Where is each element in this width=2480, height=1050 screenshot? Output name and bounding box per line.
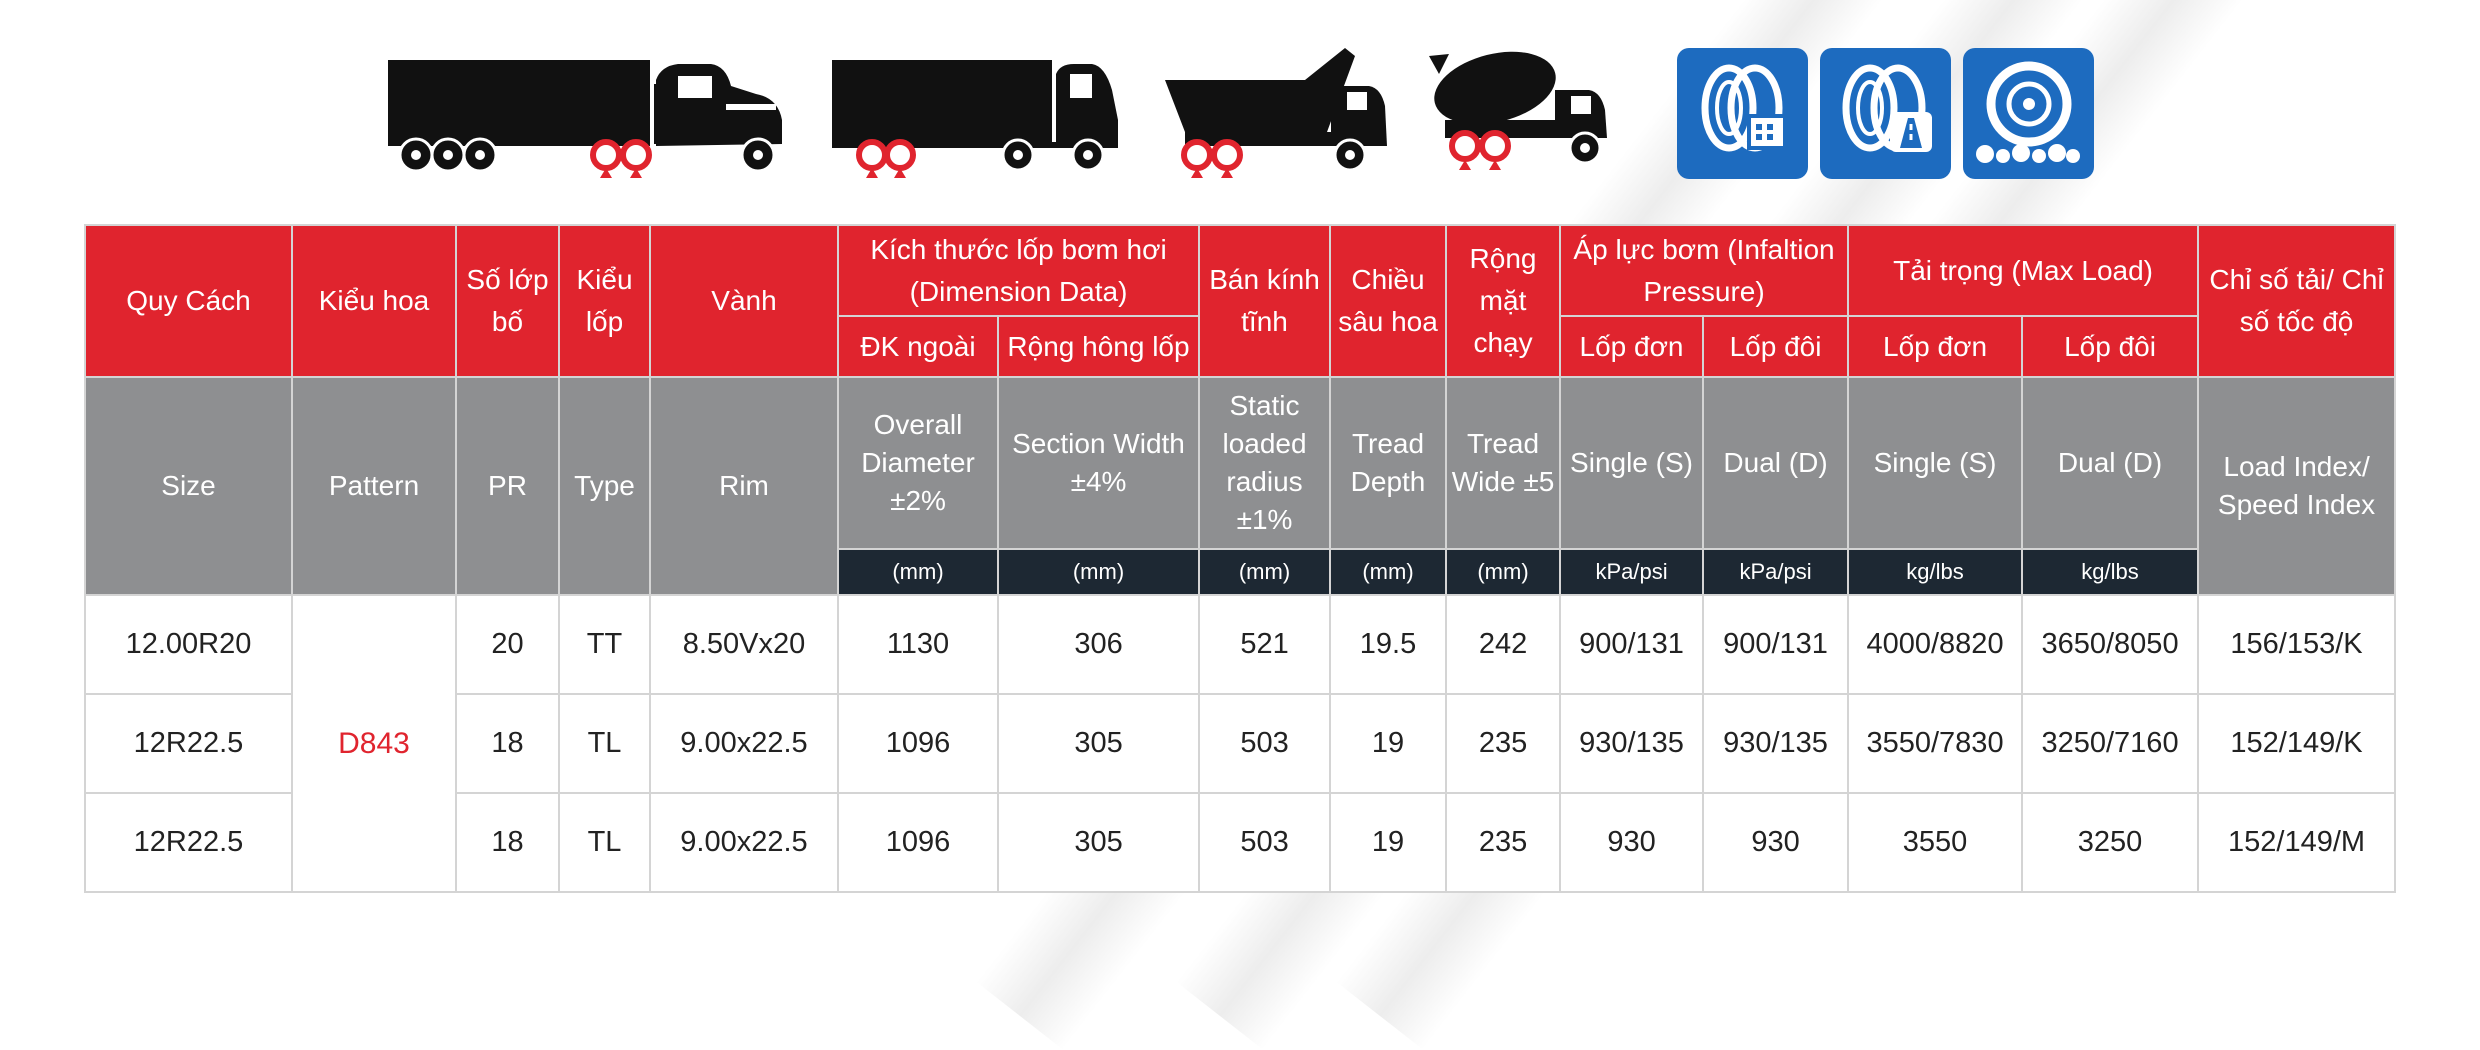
header-vn-load-single: Lốp đơn (1847, 315, 2024, 378)
header-en-type: Type (558, 376, 651, 596)
box-truck-icon (832, 60, 1118, 178)
cell-overall-diameter: 1130 (837, 594, 999, 695)
header-en-overall-diameter: Overall Diameter ±2% (837, 376, 999, 550)
cell-static-radius: 521 (1198, 594, 1332, 695)
header-vn-dimension: Kích thước lốp bơm hơi (Dimension Data) (836, 223, 1201, 318)
cell-type: TL (558, 792, 651, 893)
cell-pr: 18 (455, 693, 560, 794)
dump-truck-icon (1165, 48, 1387, 178)
header-vn-pressure: Áp lực bơm (Infaltion Pressure) (1559, 223, 1850, 318)
header-vn-size: Quy Cách (84, 224, 293, 378)
concrete-mixer-truck-icon (1429, 51, 1607, 170)
header-vn-section-width: Rộng hông lốp (996, 315, 1201, 378)
table-row: 12R22.5 18 TL 9.00x22.5 1096 305 503 19 … (84, 693, 2397, 794)
cell-tread-depth: 19 (1329, 693, 1448, 794)
header-vn-pr: Số lớp bố (455, 224, 560, 378)
cell-load-dual: 3250/7160 (2021, 693, 2200, 794)
header-vn-type: Kiểu lốp (558, 224, 651, 378)
cell-pr: 18 (455, 792, 560, 893)
cell-index: 152/149/M (2197, 792, 2397, 893)
unit-cell: (mm) (996, 548, 1201, 596)
table-row: 12R22.5 18 TL 9.00x22.5 1096 305 503 19 … (84, 792, 2397, 893)
header-en-size: Size (84, 376, 293, 596)
cell-load-single: 3550/7830 (1847, 693, 2024, 794)
cell-size: 12.00R20 (84, 594, 293, 695)
cell-pressure-dual: 930 (1702, 792, 1850, 893)
header-vn-pressure-dual: Lốp đôi (1702, 315, 1850, 378)
tire-spec-table: Quy Cách Kiểu hoa Số lớp bố Kiểu lốp Vàn… (84, 223, 2397, 893)
header-en-tread-wide: Tread Wide ±5 (1445, 376, 1562, 550)
cell-tread-wide: 235 (1445, 792, 1562, 893)
header-en-tread-depth: Tread Depth (1329, 376, 1448, 550)
cell-type: TL (558, 693, 651, 794)
cell-static-radius: 503 (1198, 693, 1332, 794)
tire-offroad-gravel-icon (1963, 48, 2094, 179)
table-row: 12.00R20 D843 20 TT 8.50Vx20 1130 306 52… (84, 594, 2397, 893)
cell-rim: 9.00x22.5 (649, 792, 839, 893)
cell-index: 156/153/K (2197, 594, 2397, 695)
cell-rim: 9.00x22.5 (649, 693, 839, 794)
header-vn-outer-diameter: ĐK ngoài (837, 315, 999, 378)
header-en-pattern: Pattern (291, 376, 457, 596)
cell-pressure-single: 900/131 (1559, 594, 1705, 695)
header-en-pressure-dual: Dual (D) (1702, 376, 1850, 550)
unit-cell: kg/lbs (1847, 548, 2024, 596)
header-vn-depth: Chiều sâu hoa (1329, 224, 1448, 378)
unit-cell: kPa/psi (1559, 548, 1705, 596)
unit-cell: (mm) (1329, 548, 1448, 596)
cell-load-single: 3550 (1847, 792, 2024, 893)
header-en-load-single: Single (S) (1847, 376, 2024, 550)
cell-section-width: 305 (996, 693, 1201, 794)
cell-pattern: D843 (291, 594, 457, 893)
unit-cell: kg/lbs (2021, 548, 2200, 596)
cell-tread-depth: 19.5 (1329, 594, 1448, 695)
header-vn-load: Tải trọng (Max Load) (1847, 223, 2200, 318)
cell-rim: 8.50Vx20 (649, 594, 839, 695)
cell-pressure-dual: 930/135 (1702, 693, 1850, 794)
cell-section-width: 305 (996, 792, 1201, 893)
cell-section-width: 306 (996, 594, 1201, 695)
cell-pr: 20 (455, 594, 560, 695)
cell-pressure-dual: 900/131 (1702, 594, 1850, 695)
cell-type: TT (558, 594, 651, 695)
semi-trailer-truck-icon (388, 60, 782, 178)
header-en-static-radius: Static loaded radius ±1% (1198, 376, 1332, 550)
header-vn-pattern: Kiểu hoa (291, 224, 457, 378)
header-vn-radius: Bán kính tĩnh (1198, 224, 1332, 378)
cell-pressure-single: 930 (1559, 792, 1705, 893)
header-vn-wide: Rộng mặt chạy (1445, 224, 1562, 378)
cell-tread-wide: 235 (1445, 693, 1562, 794)
header-vn-rim: Vành (649, 224, 839, 378)
header-en-rim: Rim (649, 376, 839, 596)
cell-load-single: 4000/8820 (1847, 594, 2024, 695)
unit-cell: kPa/psi (1702, 548, 1850, 596)
cell-overall-diameter: 1096 (837, 693, 999, 794)
cell-overall-diameter: 1096 (837, 792, 999, 893)
tire-urban-road-icon (1677, 48, 1808, 179)
cell-tread-depth: 19 (1329, 792, 1448, 893)
cell-size: 12R22.5 (84, 693, 293, 794)
cell-pressure-single: 930/135 (1559, 693, 1705, 794)
header-en-load-dual: Dual (D) (2021, 376, 2200, 550)
header-en-index: Load Index/ Speed Index (2197, 376, 2397, 596)
header-vn-index: Chỉ số tải/ Chỉ số tốc độ (2197, 224, 2397, 378)
unit-cell: (mm) (1198, 548, 1332, 596)
cell-tread-wide: 242 (1445, 594, 1562, 695)
header-en-pr: PR (455, 376, 560, 596)
cell-size: 12R22.5 (84, 792, 293, 893)
unit-cell: (mm) (837, 548, 999, 596)
cell-index: 152/149/K (2197, 693, 2397, 794)
vehicle-icons-row (0, 20, 2480, 179)
tire-highway-icon (1820, 48, 1951, 179)
header-en-pressure-single: Single (S) (1559, 376, 1705, 550)
cell-static-radius: 503 (1198, 792, 1332, 893)
cell-load-dual: 3650/8050 (2021, 594, 2200, 695)
header-vn-pressure-single: Lốp đơn (1559, 315, 1705, 378)
header-vn-load-dual: Lốp đôi (2021, 315, 2200, 378)
cell-load-dual: 3250 (2021, 792, 2200, 893)
unit-cell: (mm) (1445, 548, 1562, 596)
header-en-section-width: Section Width ±4% (996, 376, 1201, 550)
